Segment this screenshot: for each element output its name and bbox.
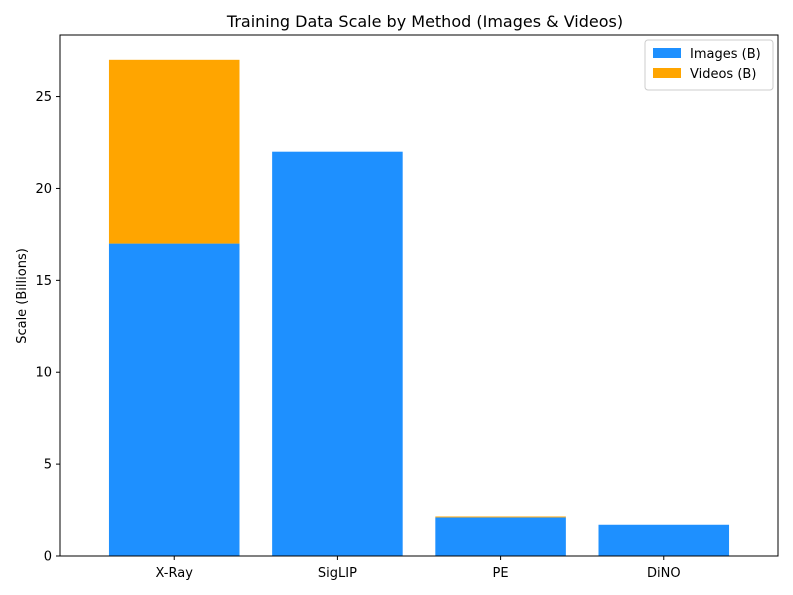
legend-label: Videos (B)	[690, 67, 756, 82]
bar-siglip-series-0	[272, 151, 403, 556]
bar-pe-series-1	[435, 516, 566, 518]
bar-dino-series-0	[598, 524, 730, 556]
y-tick-label: 20	[35, 182, 52, 197]
x-tick-label: PE	[493, 566, 509, 581]
y-tick-label: 0	[44, 550, 52, 565]
y-axis-label: Scale (Billions)	[15, 248, 30, 344]
plot-frame	[59, 34, 779, 557]
x-tick-label: X-Ray	[156, 566, 194, 581]
x-axis-ticks: X-Ray SigLIP PE DiNO	[156, 556, 681, 581]
bars-layer	[108, 59, 730, 556]
x-tick-label: SigLIP	[318, 566, 357, 581]
y-tick-label: 5	[44, 458, 52, 473]
y-tick-label: 10	[35, 366, 52, 381]
y-axis-ticks: 0 5 10 15 20 25	[35, 90, 60, 565]
legend-swatch	[653, 68, 681, 78]
legend: Images (B) Videos (B)	[644, 39, 774, 91]
legend-swatch	[653, 48, 681, 58]
bar-x-ray-series-1	[108, 59, 240, 244]
y-tick-label: 25	[35, 90, 52, 105]
y-tick-label: 15	[35, 274, 52, 289]
bar-x-ray-series-0	[108, 243, 240, 556]
legend-label: Images (B)	[690, 47, 761, 62]
bar-pe-series-0	[435, 517, 566, 556]
chart-title: Training Data Scale by Method (Images & …	[226, 12, 623, 31]
x-tick-label: DiNO	[647, 566, 681, 581]
